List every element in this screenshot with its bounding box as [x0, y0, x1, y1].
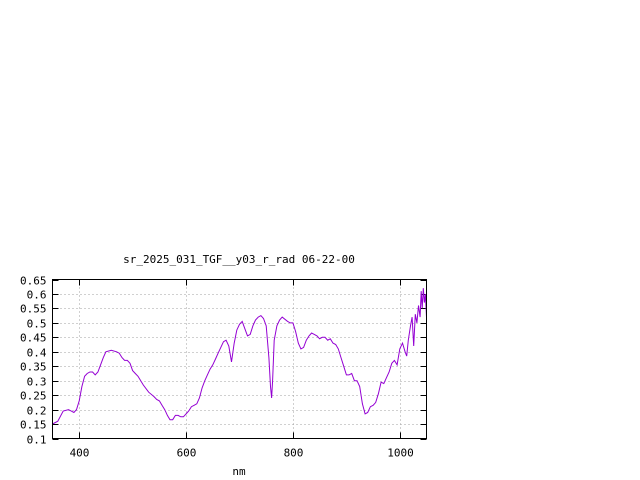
y-tick-label: 0.4 — [27, 347, 47, 360]
y-tick-label: 0.45 — [20, 332, 47, 345]
y-tick-label: 0.3 — [27, 376, 47, 389]
y-tick-label: 0.55 — [20, 303, 47, 316]
y-tick-label: 0.25 — [20, 390, 47, 403]
x-axis: 400 600 800 1000 — [70, 279, 414, 460]
y-tick-label: 0.5 — [27, 318, 47, 331]
y-tick-label: 0.15 — [20, 419, 47, 432]
y-tick-label: 0.35 — [20, 361, 47, 374]
y-axis: 0.1 0.150.2 0.250.3 0.350.4 0.450.5 0.550.60.… — [20, 275, 427, 447]
x-tick-label: 1000 — [387, 447, 414, 460]
chart-title: sr_2025_031_TGF__y03_r_rad 06-22-00 — [123, 253, 355, 266]
series-line — [52, 288, 427, 425]
grid-lines — [52, 279, 427, 439]
x-tick-label: 400 — [70, 447, 90, 460]
x-tick-label: 600 — [177, 447, 197, 460]
plot-frame — [52, 279, 427, 439]
x-axis-label: nm — [232, 465, 246, 478]
y-tick-label: 0.6 — [27, 289, 47, 302]
y-tick-label: 0.1 — [27, 434, 47, 447]
y-tick-label: 0.2 — [27, 405, 47, 418]
x-tick-label: 800 — [284, 447, 304, 460]
y-tick-label: 0.65 — [20, 275, 47, 288]
